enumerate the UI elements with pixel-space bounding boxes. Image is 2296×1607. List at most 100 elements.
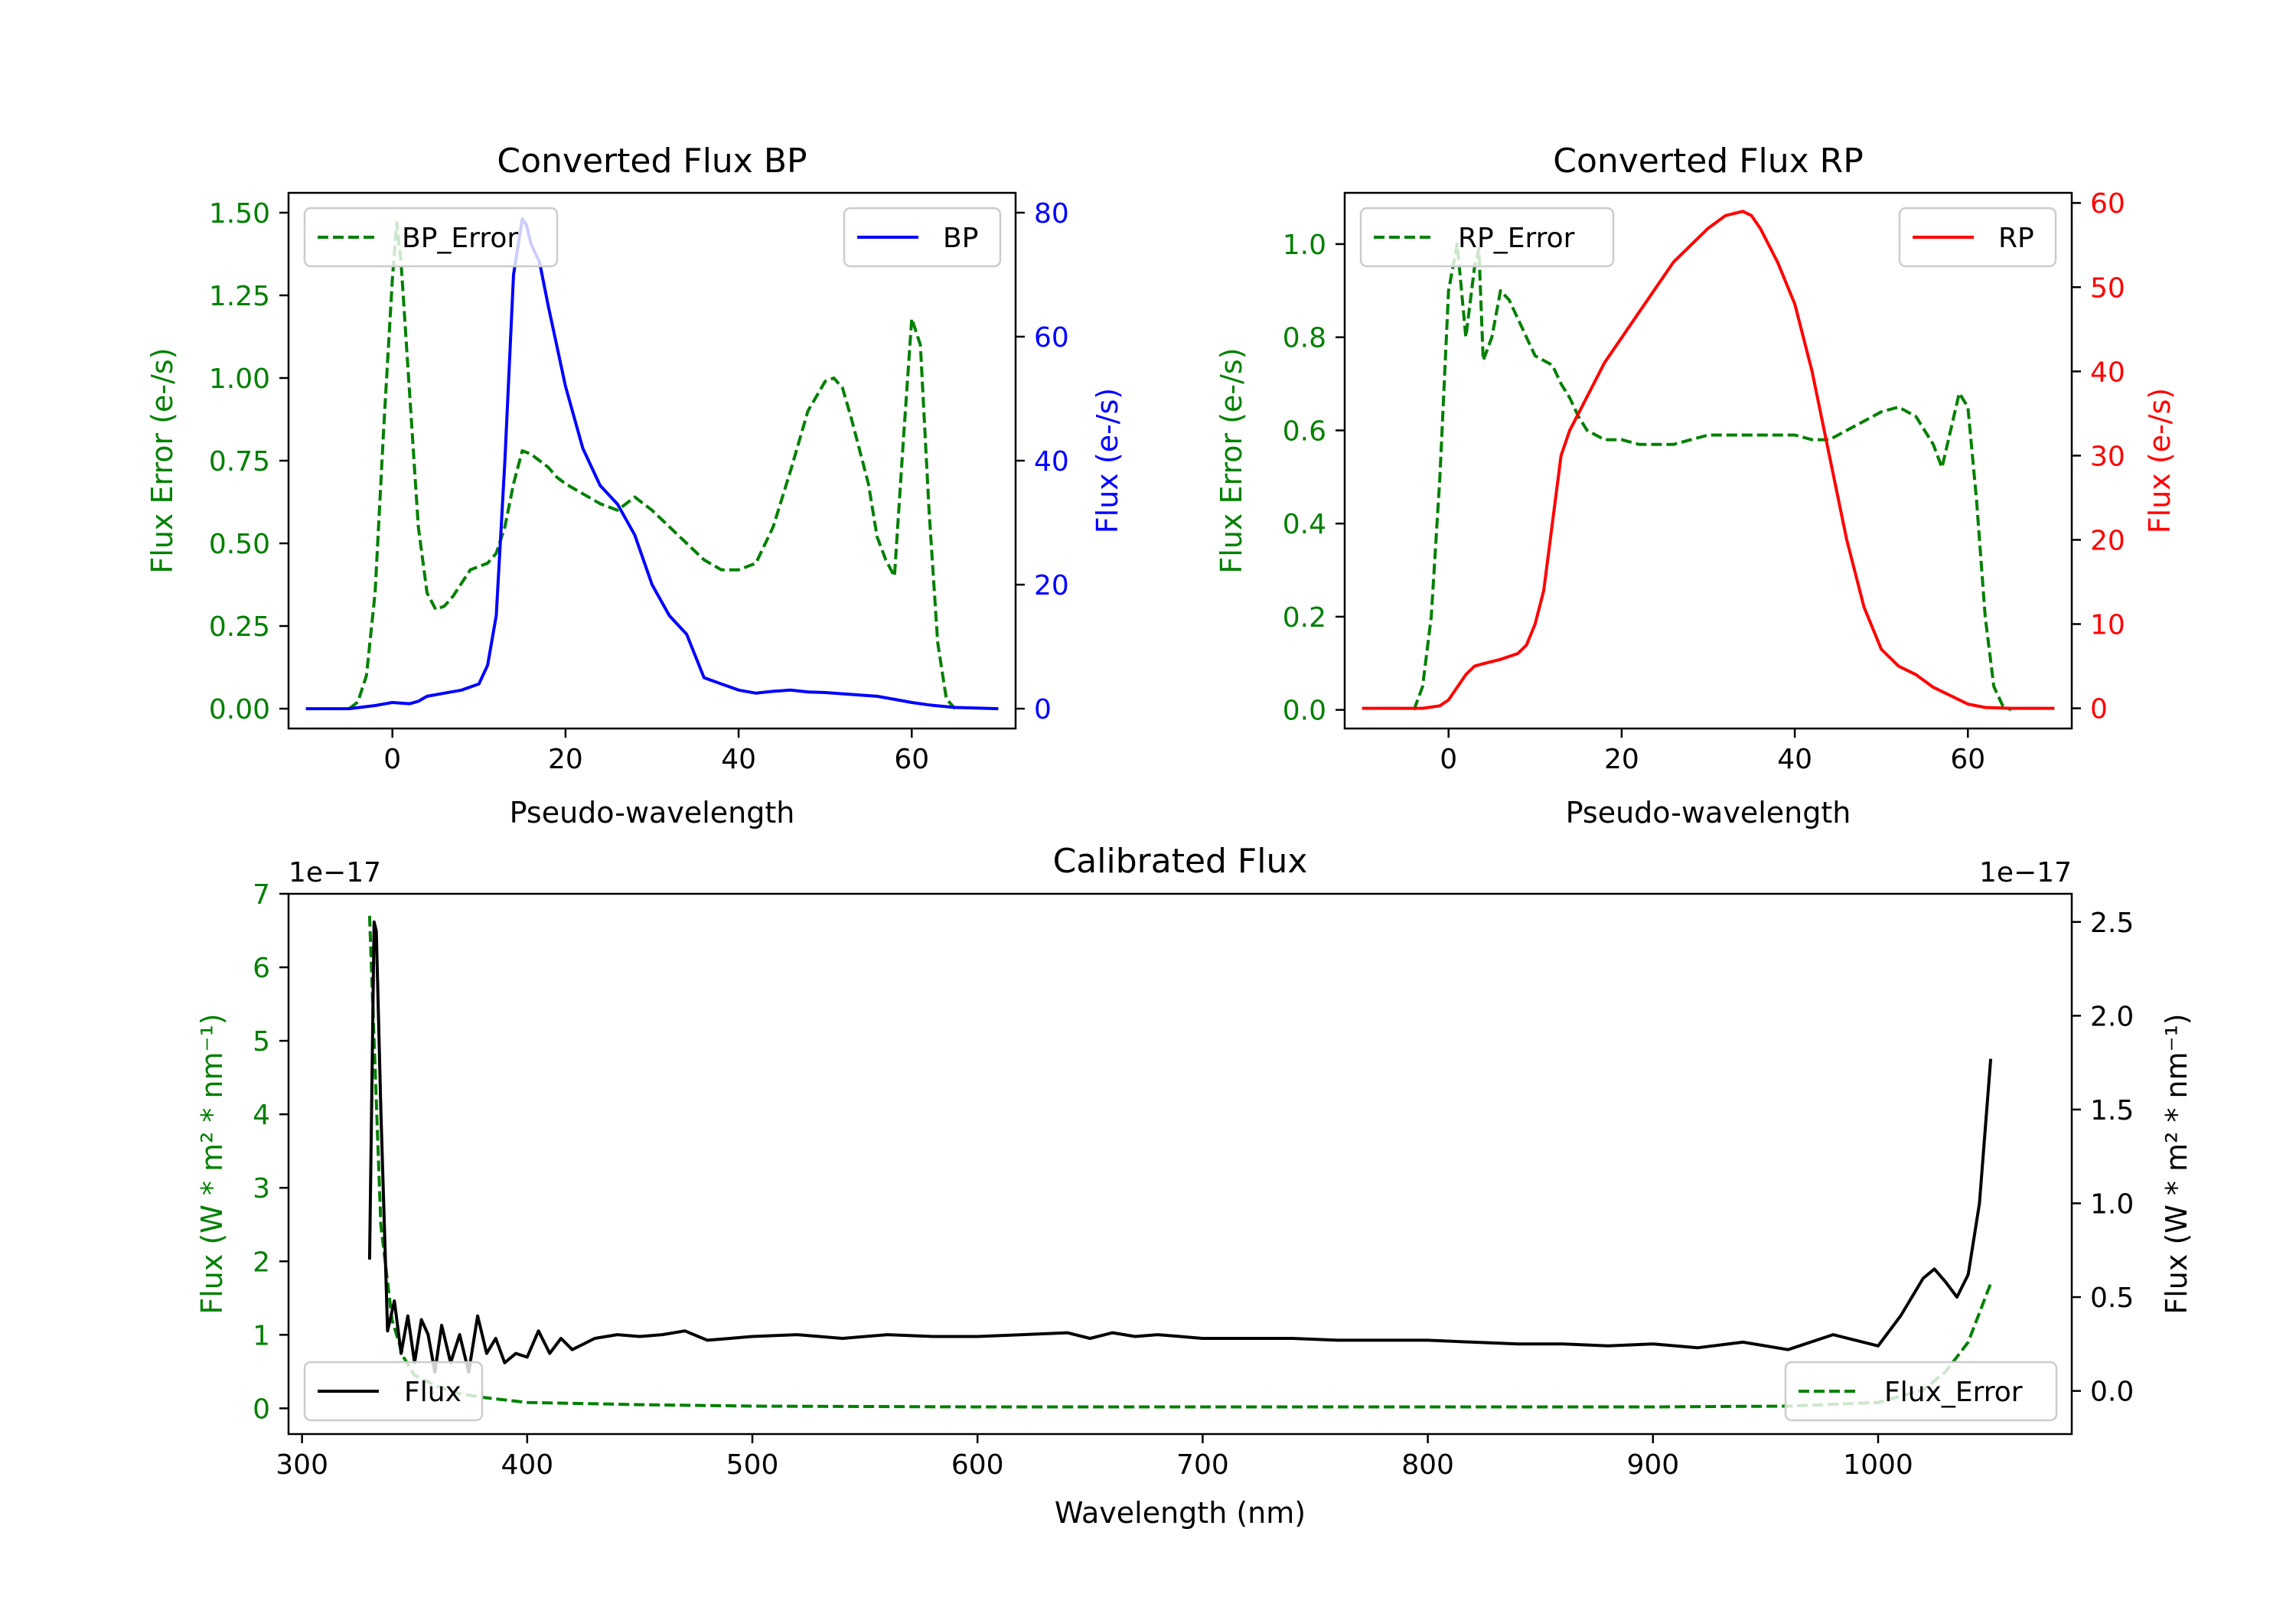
bp-xtick-label: 40 [721,744,756,775]
bp-legend-flux-label: BP [943,223,978,254]
panel-calibrated: Calibrated Flux 300 400 500 600 700 800 900 100… [195,842,2193,1530]
bp-ylabel-left: Flux Error (e-/s) [145,347,179,573]
bp-legend-error: BP_Error [303,207,559,268]
bp-line-bp [305,217,999,711]
bp-legend-error-label: BP_Error [402,223,518,254]
bp-line-bp-error [347,220,957,710]
bp-yticks-right: 0 20 40 60 80 [1016,198,1069,725]
bp-ytick-left-label: 0.50 [209,529,270,560]
calibrated-offset-left: 1e−17 [289,857,381,888]
calibrated-ytick-left-label: 4 [253,1100,270,1131]
bp-legend-error-box [303,207,559,268]
rp-ytick-right-label: 0 [2090,694,2108,725]
rp-ytick-left-label: 0.0 [1283,696,1326,727]
calibrated-xtick-label: 500 [726,1449,779,1481]
rp-yticks-right: 0 10 20 30 40 50 60 [2072,188,2125,725]
bp-ytick-left-label: 0.25 [209,611,270,643]
rp-ylabel-left: Flux Error (e-/s) [1215,347,1248,573]
bp-ytick-right-label: 60 [1034,322,1069,354]
bp-ytick-right-label: 20 [1034,570,1069,601]
calibrated-line-flux [367,920,1993,1374]
calibrated-axes-frame [287,892,2073,1436]
calibrated-title: Calibrated Flux [1053,842,1308,881]
calibrated-xtick-label: 400 [501,1449,553,1481]
calibrated-legend-flux-box [303,1361,484,1422]
bp-ytick-left-label: 1.00 [209,363,270,395]
rp-ytick-right-label: 60 [2090,188,2125,220]
rp-ytick-left-label: 0.2 [1283,602,1326,634]
calibrated-ytick-left-label: 6 [253,953,270,984]
rp-xtick-label: 60 [1950,744,1985,775]
calibrated-line-flux-error [367,915,1992,1409]
calibrated-ytick-left-label: 1 [253,1320,270,1351]
rp-ytick-left-label: 0.6 [1283,416,1326,447]
calibrated-ytick-right-label: 2.0 [2090,1001,2134,1032]
rp-legend-error-box [1359,207,1615,268]
rp-line-rp [1362,210,2055,710]
bp-ytick-right-label: 80 [1034,198,1069,230]
calibrated-series [367,915,1993,1409]
calibrated-legend-flux: Flux [303,1361,484,1422]
bp-title: Converted Flux BP [497,142,807,181]
bp-ytick-left-label: 1.25 [209,281,270,312]
panel-rp: Converted Flux RP 0 20 40 60 0.00.20.40.60.… [1215,142,2177,830]
bp-xticks: 0 20 40 60 [383,729,929,775]
rp-legend-flux: RP [1898,207,2057,268]
bp-xtick-label: 60 [894,744,929,775]
rp-series [1362,210,2055,712]
bp-legend-flux-box [843,207,1002,268]
bp-yticks-left: 0.00 0.25 0.50 0.75 1.00 1.25 1.50 [209,198,289,725]
calibrated-ytick-right-label: 0.0 [2090,1377,2134,1408]
rp-xtick-label: 20 [1604,744,1639,775]
rp-xtick-label: 0 [1440,744,1457,775]
calibrated-ytick-right-label: 2.5 [2090,908,2134,939]
calibrated-xlabel: Wavelength (nm) [1055,1496,1306,1530]
rp-ytick-left-label: 1.0 [1283,230,1326,261]
bp-ytick-left-label: 1.50 [209,198,270,230]
calibrated-yticks-right: 0.0 0.5 1.0 1.5 2.0 2.5 [2072,908,2134,1408]
bp-ytick-left-label: 0.75 [209,446,270,478]
rp-xticks: 0 20 40 60 [1440,729,1985,775]
rp-ytick-right-label: 30 [2090,441,2125,472]
bp-ytick-right-label: 0 [1034,694,1052,725]
calibrated-xtick-label: 800 [1401,1449,1454,1481]
calibrated-offset-right: 1e−17 [1979,857,2072,888]
calibrated-xtick-label: 700 [1176,1449,1229,1481]
rp-yticks-left: 0.0 0.2 0.4 0.6 0.8 1.0 [1283,230,1345,727]
rp-legend-flux-box [1898,207,2057,268]
calibrated-yticks-left: 0 1 2 3 4 5 6 7 [253,879,289,1425]
bp-legend-flux: BP [843,207,1002,268]
rp-ylabel-right: Flux (e-/s) [2143,388,2177,533]
calibrated-legend-error-box [1784,1361,2058,1422]
rp-ytick-left-label: 0.4 [1283,509,1326,540]
rp-xlabel: Pseudo-wavelength [1566,796,1851,830]
calibrated-xticks: 300 400 500 600 700 800 900 1000 [276,1434,1913,1481]
calibrated-ytick-left-label: 5 [253,1026,270,1058]
calibrated-ytick-left-label: 3 [253,1173,270,1204]
rp-ytick-right-label: 40 [2090,357,2125,388]
calibrated-ytick-left-label: 7 [253,879,270,911]
calibrated-xtick-label: 300 [276,1449,328,1481]
rp-axes-frame [1343,191,2073,730]
calibrated-ylabel-left: Flux (W * m² * nm⁻¹) [195,1013,229,1314]
bp-xlabel: Pseudo-wavelength [510,796,795,830]
bp-ylabel-right: Flux (e-/s) [1091,388,1124,533]
bp-xtick-label: 20 [548,744,583,775]
calibrated-legend-flux-label: Flux [404,1377,461,1408]
calibrated-legend-error-label: Flux_Error [1884,1377,2023,1408]
rp-ytick-right-label: 50 [2090,272,2125,304]
rp-title: Converted Flux RP [1553,142,1864,181]
rp-legend-flux-label: RP [1998,223,2034,254]
calibrated-ytick-right-label: 0.5 [2090,1283,2134,1314]
calibrated-xtick-label: 1000 [1843,1449,1913,1481]
calibrated-ytick-right-label: 1.0 [2090,1188,2134,1220]
calibrated-legend-error: Flux_Error [1784,1361,2058,1422]
calibrated-xtick-label: 900 [1626,1449,1679,1481]
bp-series [305,217,999,711]
calibrated-ytick-left-label: 0 [253,1393,270,1425]
rp-ytick-right-label: 10 [2090,610,2125,641]
rp-xtick-label: 40 [1777,744,1812,775]
rp-ytick-left-label: 0.8 [1283,323,1326,354]
rp-legend-error: RP_Error [1359,207,1615,268]
